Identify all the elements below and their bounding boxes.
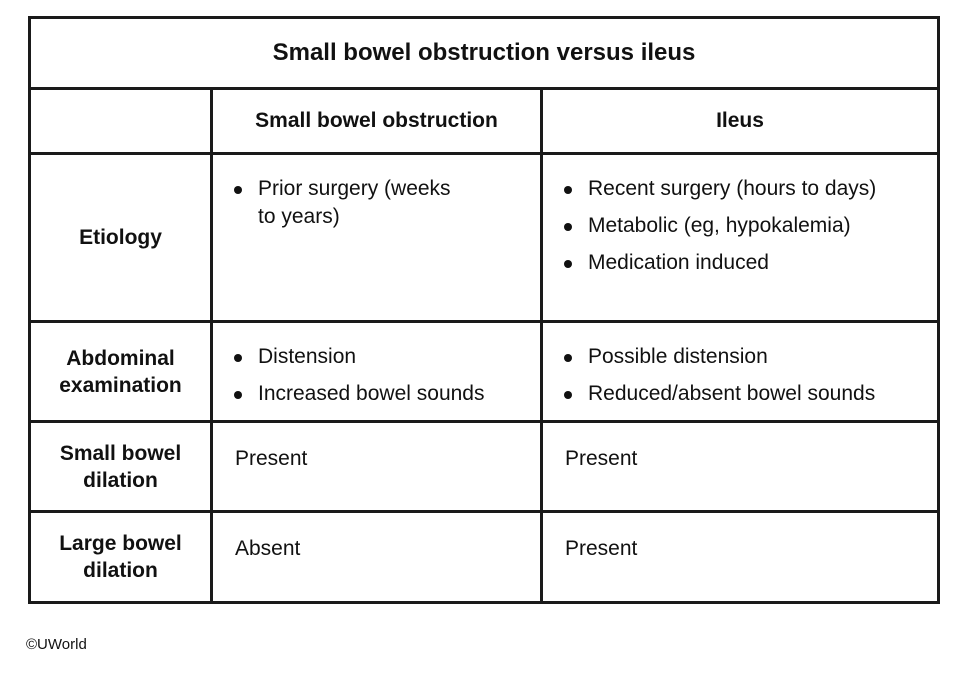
bullet-list: Prior surgery (weeks to years) (213, 155, 540, 231)
column-header-ileus: Ileus (539, 87, 941, 155)
bullet-item: Medication induced (560, 249, 925, 277)
table-row-small-bowel-dilation: Small bowel dilation Present Present (28, 420, 941, 513)
bullet-text: Medication induced (588, 251, 769, 274)
copyright-notice: ©UWorld (26, 636, 87, 653)
cell-value: Absent (235, 537, 301, 560)
bullet-list: Possible distension Reduced/absent bowel… (543, 323, 937, 408)
comparison-table: Small bowel obstruction versus ileus Sma… (27, 16, 941, 604)
bullet-text: Increased bowel sounds (258, 382, 485, 405)
cell-lbd-ileus: Present (539, 510, 941, 604)
bullet-item: Possible distension (560, 343, 925, 371)
column-header-sbo: Small bowel obstruction (210, 87, 543, 155)
cell-etiology-sbo: Prior surgery (weeks to years) (210, 152, 543, 323)
row-header-large-bowel-dilation: Large bowel dilation (28, 510, 213, 604)
row-header-abdominal-exam: Abdominal examination (28, 320, 213, 423)
cell-value: Present (565, 537, 638, 560)
cell-exam-sbo: Distension Increased bowel sounds (210, 320, 543, 423)
bullet-item: Recent surgery (hours to days) (560, 175, 925, 203)
column-header-row: Small bowel obstruction Ileus (28, 87, 941, 155)
bullet-item: Prior surgery (weeks to years) (230, 175, 528, 231)
bullet-text: Reduced/absent bowel sounds (588, 382, 876, 405)
corner-header-cell (28, 87, 213, 155)
cell-etiology-ileus: Recent surgery (hours to days) Metabolic… (539, 152, 941, 323)
comparison-table-container: Small bowel obstruction versus ileus Sma… (27, 16, 941, 604)
bullet-text: Metabolic (eg, hypokalemia) (588, 214, 851, 237)
bullet-item: Reduced/absent bowel sounds (560, 380, 925, 408)
table-title: Small bowel obstruction versus ileus (27, 16, 941, 90)
cell-lbd-sbo: Absent (210, 510, 543, 604)
table-row-etiology: Etiology Prior surgery (weeks to years) … (28, 152, 941, 323)
cell-sbd-sbo: Present (210, 420, 543, 513)
cell-value: Present (235, 447, 308, 470)
bullet-text: Prior surgery (weeks to years) (258, 177, 451, 228)
cell-value: Present (565, 447, 638, 470)
bullet-item: Distension (230, 343, 528, 371)
bullet-item: Increased bowel sounds (230, 380, 528, 408)
bullet-text: Distension (258, 345, 357, 368)
row-header-small-bowel-dilation: Small bowel dilation (28, 420, 213, 513)
title-row: Small bowel obstruction versus ileus (27, 16, 941, 90)
table-row-abdominal-exam: Abdominal examination Distension Increas… (28, 320, 941, 423)
cell-exam-ileus: Possible distension Reduced/absent bowel… (539, 320, 941, 423)
row-header-etiology: Etiology (28, 152, 213, 323)
cell-sbd-ileus: Present (539, 420, 941, 513)
bullet-text: Possible distension (588, 345, 768, 368)
bullet-item: Metabolic (eg, hypokalemia) (560, 212, 925, 240)
bullet-list: Recent surgery (hours to days) Metabolic… (543, 155, 937, 277)
bullet-text: Recent surgery (hours to days) (588, 177, 877, 200)
bullet-list: Distension Increased bowel sounds (213, 323, 540, 408)
table-row-large-bowel-dilation: Large bowel dilation Absent Present (28, 510, 941, 604)
